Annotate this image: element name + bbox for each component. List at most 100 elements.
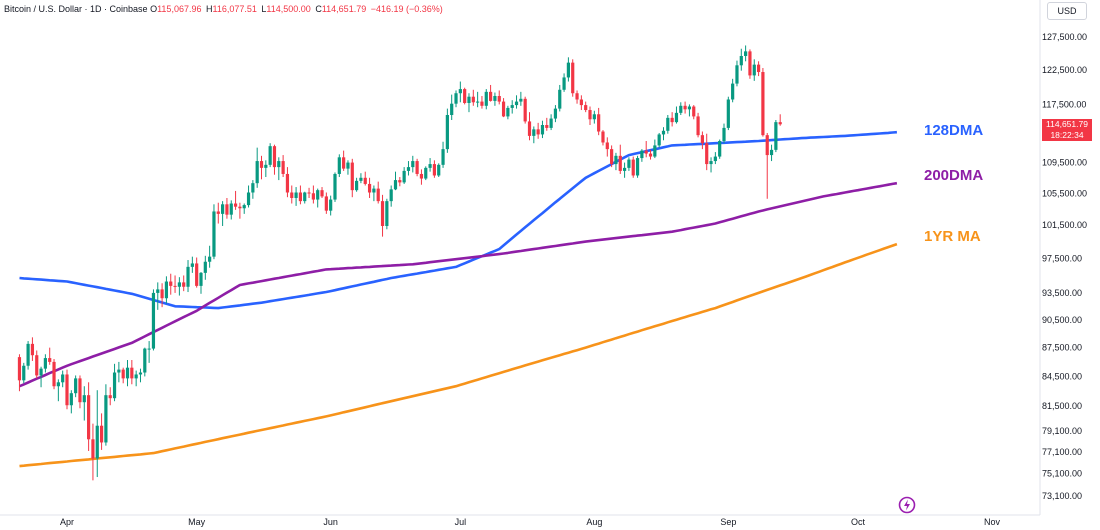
- moving-average-lines: [18, 130, 898, 468]
- candle-body: [39, 368, 43, 376]
- candle-body: [246, 192, 251, 206]
- candle-body: [324, 196, 328, 211]
- candle-body: [17, 357, 22, 381]
- candle-body: [726, 99, 730, 128]
- price-axis[interactable]: 127,500.00122,500.00117,500.00113,500.00…: [1042, 32, 1087, 501]
- candle-body: [540, 125, 545, 135]
- candle-body: [156, 289, 160, 293]
- candle-body: [467, 96, 471, 103]
- candle-body: [605, 142, 609, 150]
- candle-body: [661, 130, 666, 135]
- candle-body: [488, 91, 493, 101]
- candle-body: [419, 173, 424, 179]
- candle-body: [709, 161, 713, 165]
- candle-body: [501, 101, 506, 117]
- candle-body: [774, 122, 778, 150]
- candle-body: [26, 343, 30, 366]
- candle-body: [722, 127, 726, 142]
- candle-body: [78, 378, 82, 403]
- candle-body: [458, 89, 462, 94]
- candle-body: [579, 99, 583, 106]
- candle-body: [255, 161, 259, 184]
- candle-body: [164, 281, 169, 299]
- candle-body: [445, 114, 449, 150]
- candle-body: [238, 206, 242, 209]
- time-tick-label: May: [188, 517, 206, 527]
- candle-body: [765, 135, 769, 156]
- time-tick-label: Nov: [984, 517, 1001, 527]
- candle-body: [376, 188, 380, 202]
- candle-body: [415, 161, 419, 174]
- candle-body: [748, 51, 752, 76]
- candle-body: [553, 108, 558, 119]
- candle-body: [514, 101, 519, 106]
- candle-body: [359, 177, 363, 181]
- snapshot-icon[interactable]: [898, 496, 916, 514]
- candle-body: [22, 365, 26, 381]
- candle-body: [199, 272, 203, 286]
- candle-body: [268, 146, 272, 165]
- candle-body: [272, 146, 277, 168]
- candle-body: [648, 153, 653, 157]
- candle-body: [653, 145, 657, 157]
- candle-body: [614, 155, 618, 165]
- candle-body: [316, 190, 320, 200]
- candle-body: [221, 204, 225, 214]
- candle-body: [320, 190, 324, 197]
- price-tick-label: 77,100.00: [1042, 447, 1082, 457]
- candle-body: [329, 199, 333, 211]
- candle-body: [233, 203, 238, 207]
- candle-body: [497, 96, 501, 102]
- candle-body: [705, 143, 709, 165]
- candle-body: [700, 135, 704, 144]
- candle-body: [683, 105, 687, 110]
- candle-body: [342, 157, 346, 169]
- candle-body: [380, 201, 385, 226]
- candle-body: [143, 348, 147, 373]
- time-tick-label: Jun: [323, 517, 338, 527]
- candle-body: [731, 83, 735, 100]
- candle-body: [523, 98, 527, 122]
- moving-average-labels: 128DMA 200DMA 1YR MA: [924, 122, 983, 245]
- candle-body: [61, 374, 65, 383]
- time-tick-label: Apr: [60, 517, 74, 527]
- open-label: O: [150, 4, 158, 14]
- candle-body: [601, 131, 605, 143]
- candle-body: [173, 285, 177, 287]
- candle-body: [169, 281, 173, 286]
- price-tick-label: 90,500.00: [1042, 315, 1082, 325]
- candle-body: [229, 203, 233, 215]
- candle-body: [471, 96, 475, 103]
- candle-body: [635, 158, 640, 176]
- bar-countdown: 18:22:34: [1050, 130, 1084, 140]
- candle-body: [125, 367, 130, 379]
- candle-body: [216, 211, 220, 214]
- price-tick-label: 84,500.00: [1042, 371, 1082, 381]
- symbol-name[interactable]: Bitcoin / U.S. Dollar · 1D · Coinbase: [4, 4, 148, 14]
- candle-body: [43, 358, 47, 369]
- candle-body: [432, 164, 437, 176]
- candle-body: [519, 98, 523, 102]
- candle-body: [545, 125, 549, 128]
- candle-body: [385, 201, 389, 226]
- last-price-value: 114,651.79: [1046, 119, 1088, 129]
- currency-button[interactable]: USD: [1047, 2, 1087, 20]
- candle-body: [761, 72, 765, 136]
- candle-body: [225, 204, 229, 215]
- price-tick-label: 87,500.00: [1042, 343, 1082, 353]
- price-tick-label: 97,500.00: [1042, 253, 1082, 263]
- candle-body: [138, 372, 143, 375]
- candle-body: [584, 105, 588, 111]
- time-axis[interactable]: Apr May Jun Jul Aug Sep Oct Nov: [60, 517, 1000, 527]
- candle-body: [112, 372, 117, 399]
- symbol-legend: Bitcoin / U.S. Dollar · 1D · Coinbase O1…: [4, 4, 445, 14]
- time-tick-label: Jul: [455, 517, 467, 527]
- candle-body: [186, 266, 190, 287]
- candle-body: [82, 395, 86, 403]
- price-tick-label: 81,500.00: [1042, 401, 1082, 411]
- candle-body: [506, 107, 510, 117]
- candle-body: [108, 395, 112, 399]
- candle-body: [778, 122, 782, 125]
- candle-body: [571, 62, 575, 94]
